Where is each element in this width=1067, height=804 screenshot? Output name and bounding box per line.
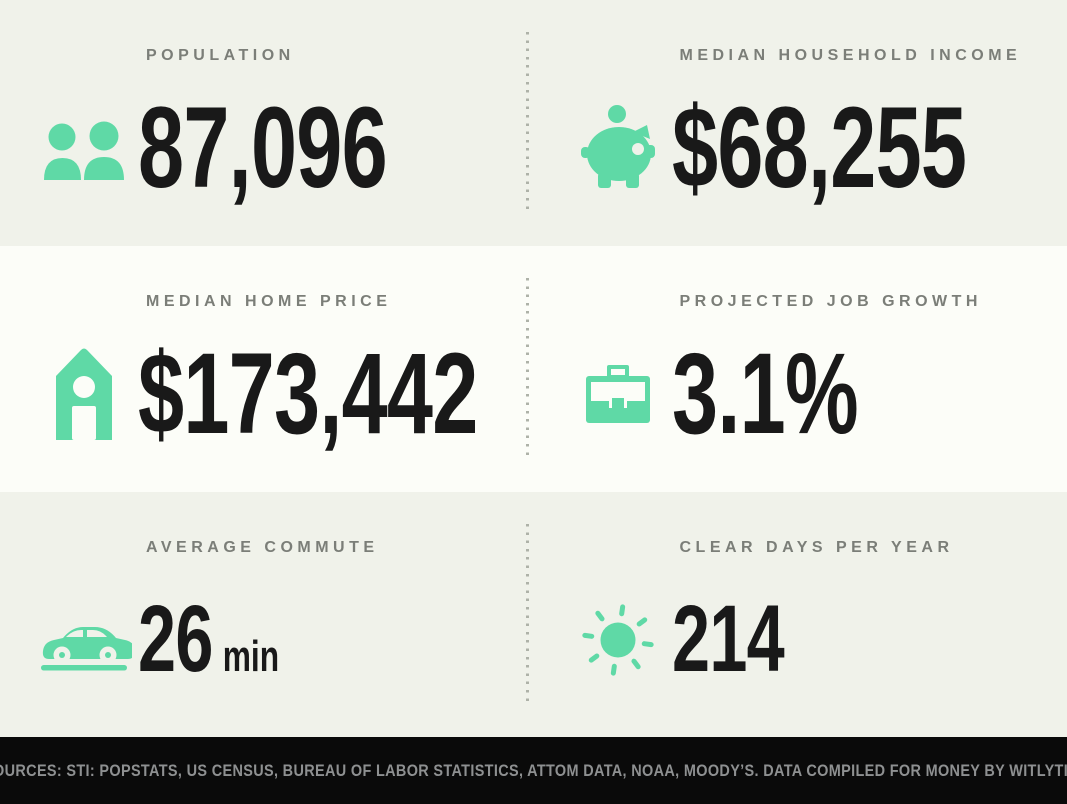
dotted-divider bbox=[526, 31, 529, 214]
stat-label: MEDIAN HOME PRICE bbox=[146, 293, 392, 310]
stat-label: POPULATION bbox=[146, 47, 295, 64]
stat-label: MEDIAN HOUSEHOLD INCOME bbox=[679, 47, 1022, 64]
people-icon bbox=[30, 115, 138, 181]
stats-row-1: POPULATION 87,096 MEDIAN HOUSEHOLD INCO bbox=[0, 0, 1067, 246]
car-icon bbox=[30, 609, 138, 671]
stat-population: POPULATION 87,096 bbox=[0, 0, 534, 246]
stats-row-2: MEDIAN HOME PRICE $173,442 PROJECTED JOB… bbox=[0, 246, 1067, 492]
stat-projected-job-growth: PROJECTED JOB GROWTH 3.1% bbox=[534, 246, 1067, 492]
stat-average-commute: AVERAGE COMMUTE 26 m bbox=[0, 492, 534, 737]
stat-value: $68,255 bbox=[671, 83, 967, 212]
stat-value: $173,442 bbox=[138, 329, 478, 458]
stat-label: AVERAGE COMMUTE bbox=[146, 539, 379, 556]
dotted-divider bbox=[526, 523, 529, 706]
stat-label: PROJECTED JOB GROWTH bbox=[679, 293, 982, 310]
house-icon bbox=[30, 348, 138, 440]
stats-row-3: AVERAGE COMMUTE 26 m bbox=[0, 492, 1067, 737]
stat-unit: min bbox=[222, 632, 280, 681]
sun-icon bbox=[564, 602, 672, 678]
stat-value: 3.1% bbox=[671, 329, 859, 458]
stat-median-household-income: MEDIAN HOUSEHOLD INCOME $68,25 bbox=[534, 0, 1067, 246]
briefcase-icon bbox=[564, 365, 672, 423]
stat-clear-days-per-year: CLEAR DAYS PER YEAR bbox=[534, 492, 1067, 737]
stat-value: 26 bbox=[138, 586, 213, 692]
sources-footer: SOURCES: STI: POPSTATS, US CENSUS, BUREA… bbox=[0, 737, 1067, 804]
stat-value: 87,096 bbox=[138, 83, 388, 212]
stat-value: 214 bbox=[671, 586, 785, 692]
sources-text: SOURCES: STI: POPSTATS, US CENSUS, BUREA… bbox=[0, 760, 1067, 780]
dotted-divider bbox=[526, 277, 529, 460]
stat-label: CLEAR DAYS PER YEAR bbox=[679, 539, 954, 556]
stat-median-home-price: MEDIAN HOME PRICE $173,442 bbox=[0, 246, 534, 492]
piggy-bank-icon bbox=[564, 103, 672, 193]
